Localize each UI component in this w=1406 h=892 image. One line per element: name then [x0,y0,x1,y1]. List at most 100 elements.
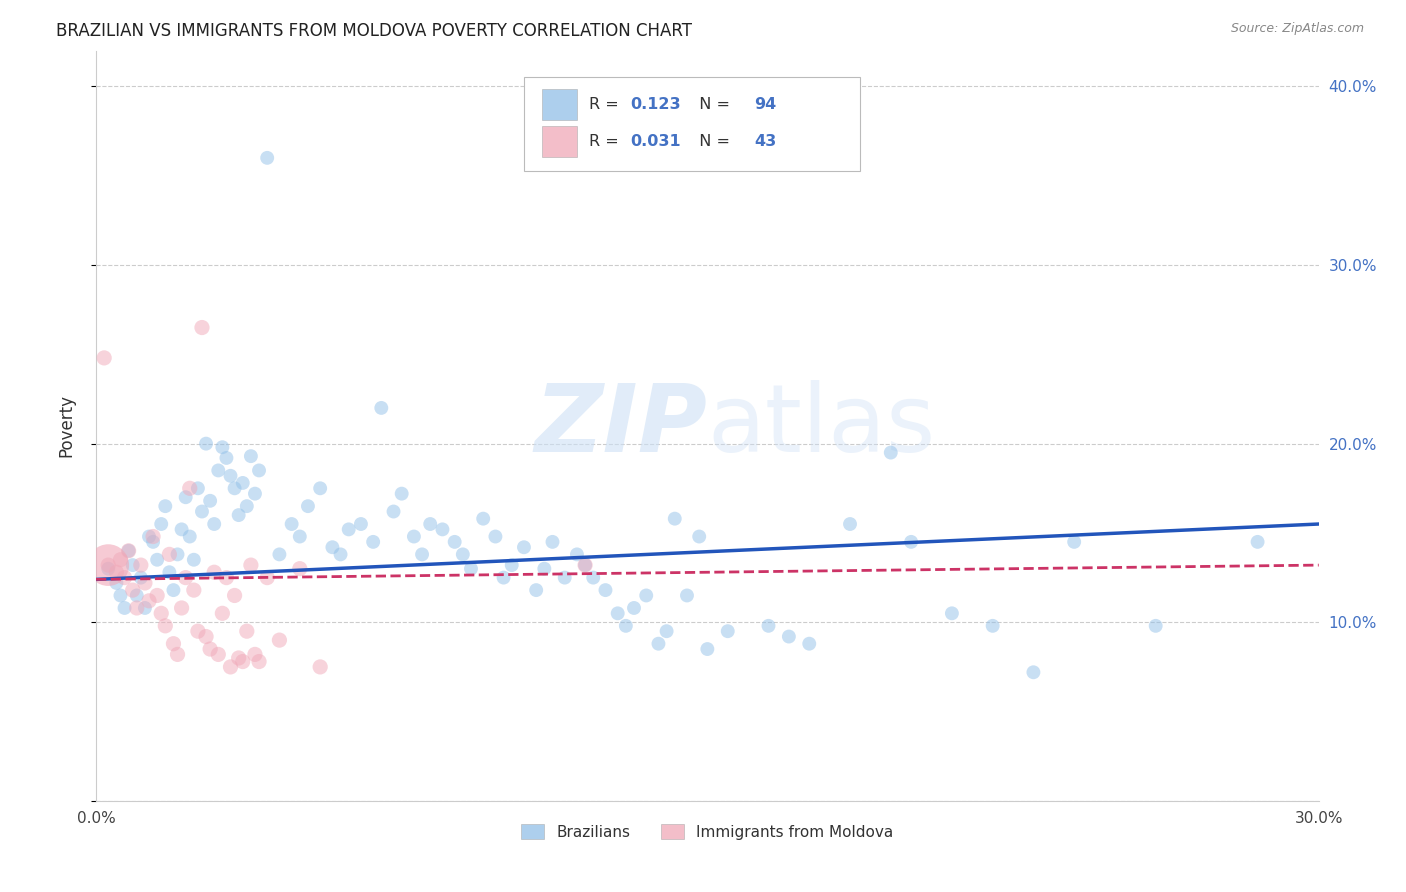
Point [166,648,188,662]
Point [183,583,205,598]
Point [187,481,209,495]
Point [207,463,229,477]
Point [93,351,115,365]
Point [114,601,136,615]
Point [198,493,221,508]
Point [451,548,474,562]
Point [125,601,148,615]
Text: 94: 94 [754,97,776,112]
Point [202,566,225,580]
Point [142,534,165,549]
Point [157,566,180,580]
Text: Source: ZipAtlas.com: Source: ZipAtlas.com [1230,22,1364,36]
Point [228,651,250,665]
Point [179,481,201,495]
Point [195,630,218,644]
Point [623,601,645,615]
Point [236,624,259,639]
Point [211,607,233,621]
Point [554,571,576,585]
Text: 0.031: 0.031 [630,134,681,149]
Point [321,540,343,554]
Point [269,548,291,562]
Point [247,463,270,477]
Point [460,562,482,576]
Point [162,637,184,651]
Point [142,529,165,543]
Point [655,624,678,639]
Point [232,475,254,490]
Point [191,504,214,518]
Point [110,553,132,567]
Point [243,486,266,500]
Point [524,583,547,598]
Point [129,558,152,573]
FancyBboxPatch shape [524,77,860,170]
Text: BRAZILIAN VS IMMIGRANTS FROM MOLDOVA POVERTY CORRELATION CHART: BRAZILIAN VS IMMIGRANTS FROM MOLDOVA POV… [56,22,692,40]
Point [174,490,197,504]
Point [269,633,291,648]
Point [211,440,233,454]
Point [501,558,523,573]
Point [900,534,922,549]
Point [361,534,384,549]
Point [117,544,139,558]
Point [146,589,169,603]
Point [778,630,800,644]
Point [187,624,209,639]
Point [195,436,218,450]
Point [183,553,205,567]
Point [117,544,139,558]
Point [125,589,148,603]
Point [105,566,128,580]
Point [432,522,454,536]
Point [280,516,302,531]
Point [155,499,177,513]
Point [636,589,658,603]
Point [150,516,173,531]
Point [215,571,238,585]
Point [121,558,143,573]
Legend: Brazilians, Immigrants from Moldova: Brazilians, Immigrants from Moldova [515,818,900,846]
Point [582,571,605,585]
Point [256,151,278,165]
Point [1246,534,1268,549]
Point [688,529,710,543]
Point [170,601,193,615]
Point [664,511,686,525]
Point [533,562,555,576]
Point [472,511,495,525]
Point [174,571,197,585]
Point [170,522,193,536]
Point [382,504,405,518]
Point [484,529,506,543]
Point [839,516,862,531]
Text: N =: N = [689,97,735,112]
Point [97,558,120,573]
Point [309,660,332,674]
Point [443,534,465,549]
Point [219,660,242,674]
Point [97,558,120,573]
Point [179,529,201,543]
Point [155,619,177,633]
Point [717,624,740,639]
Point [1144,619,1167,633]
Point [134,601,156,615]
Point [256,571,278,585]
Point [232,655,254,669]
Point [288,529,311,543]
Point [370,401,392,415]
Point [219,468,242,483]
Point [134,576,156,591]
Point [758,619,780,633]
Point [162,583,184,598]
Point [309,481,332,495]
Point [614,619,637,633]
Text: 0.123: 0.123 [630,97,681,112]
Point [402,529,425,543]
Point [574,558,596,573]
Y-axis label: Poverty: Poverty [58,394,75,458]
Point [239,558,262,573]
Point [513,540,536,554]
